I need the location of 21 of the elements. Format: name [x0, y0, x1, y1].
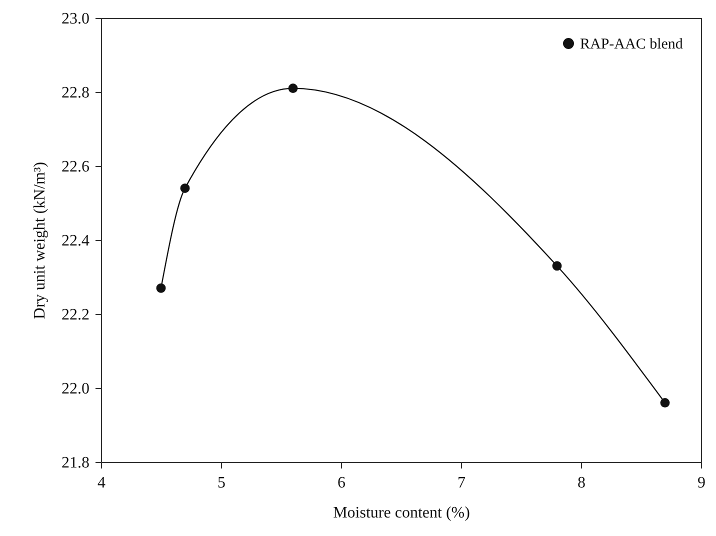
- x-tick-label: 5: [218, 474, 226, 492]
- y-tick-label: 21.8: [62, 454, 90, 472]
- point: [156, 283, 166, 293]
- y-tick-label: 22.2: [62, 306, 90, 324]
- y-tick-label: 22.4: [62, 232, 90, 250]
- point: [288, 84, 298, 94]
- x-tick-label: 7: [458, 474, 466, 492]
- x-axis-title: Moisture content (%): [333, 504, 470, 522]
- y-tick-label: 22.8: [62, 84, 90, 102]
- x-tick-label: 8: [578, 474, 586, 492]
- point: [660, 398, 670, 408]
- y-tick-label: 22.0: [62, 380, 90, 398]
- y-axis-title: Dry unit weight (kN/m³): [32, 162, 48, 320]
- x-tick-label: 6: [338, 474, 346, 492]
- x-tick-label: 4: [98, 474, 106, 492]
- point: [180, 183, 190, 193]
- y-tick-label: 23.0: [62, 10, 90, 28]
- x-tick-label: 9: [698, 474, 706, 492]
- point: [552, 261, 562, 271]
- legend-label: RAP-AAC blend: [580, 36, 684, 52]
- y-tick-label: 22.6: [62, 158, 90, 176]
